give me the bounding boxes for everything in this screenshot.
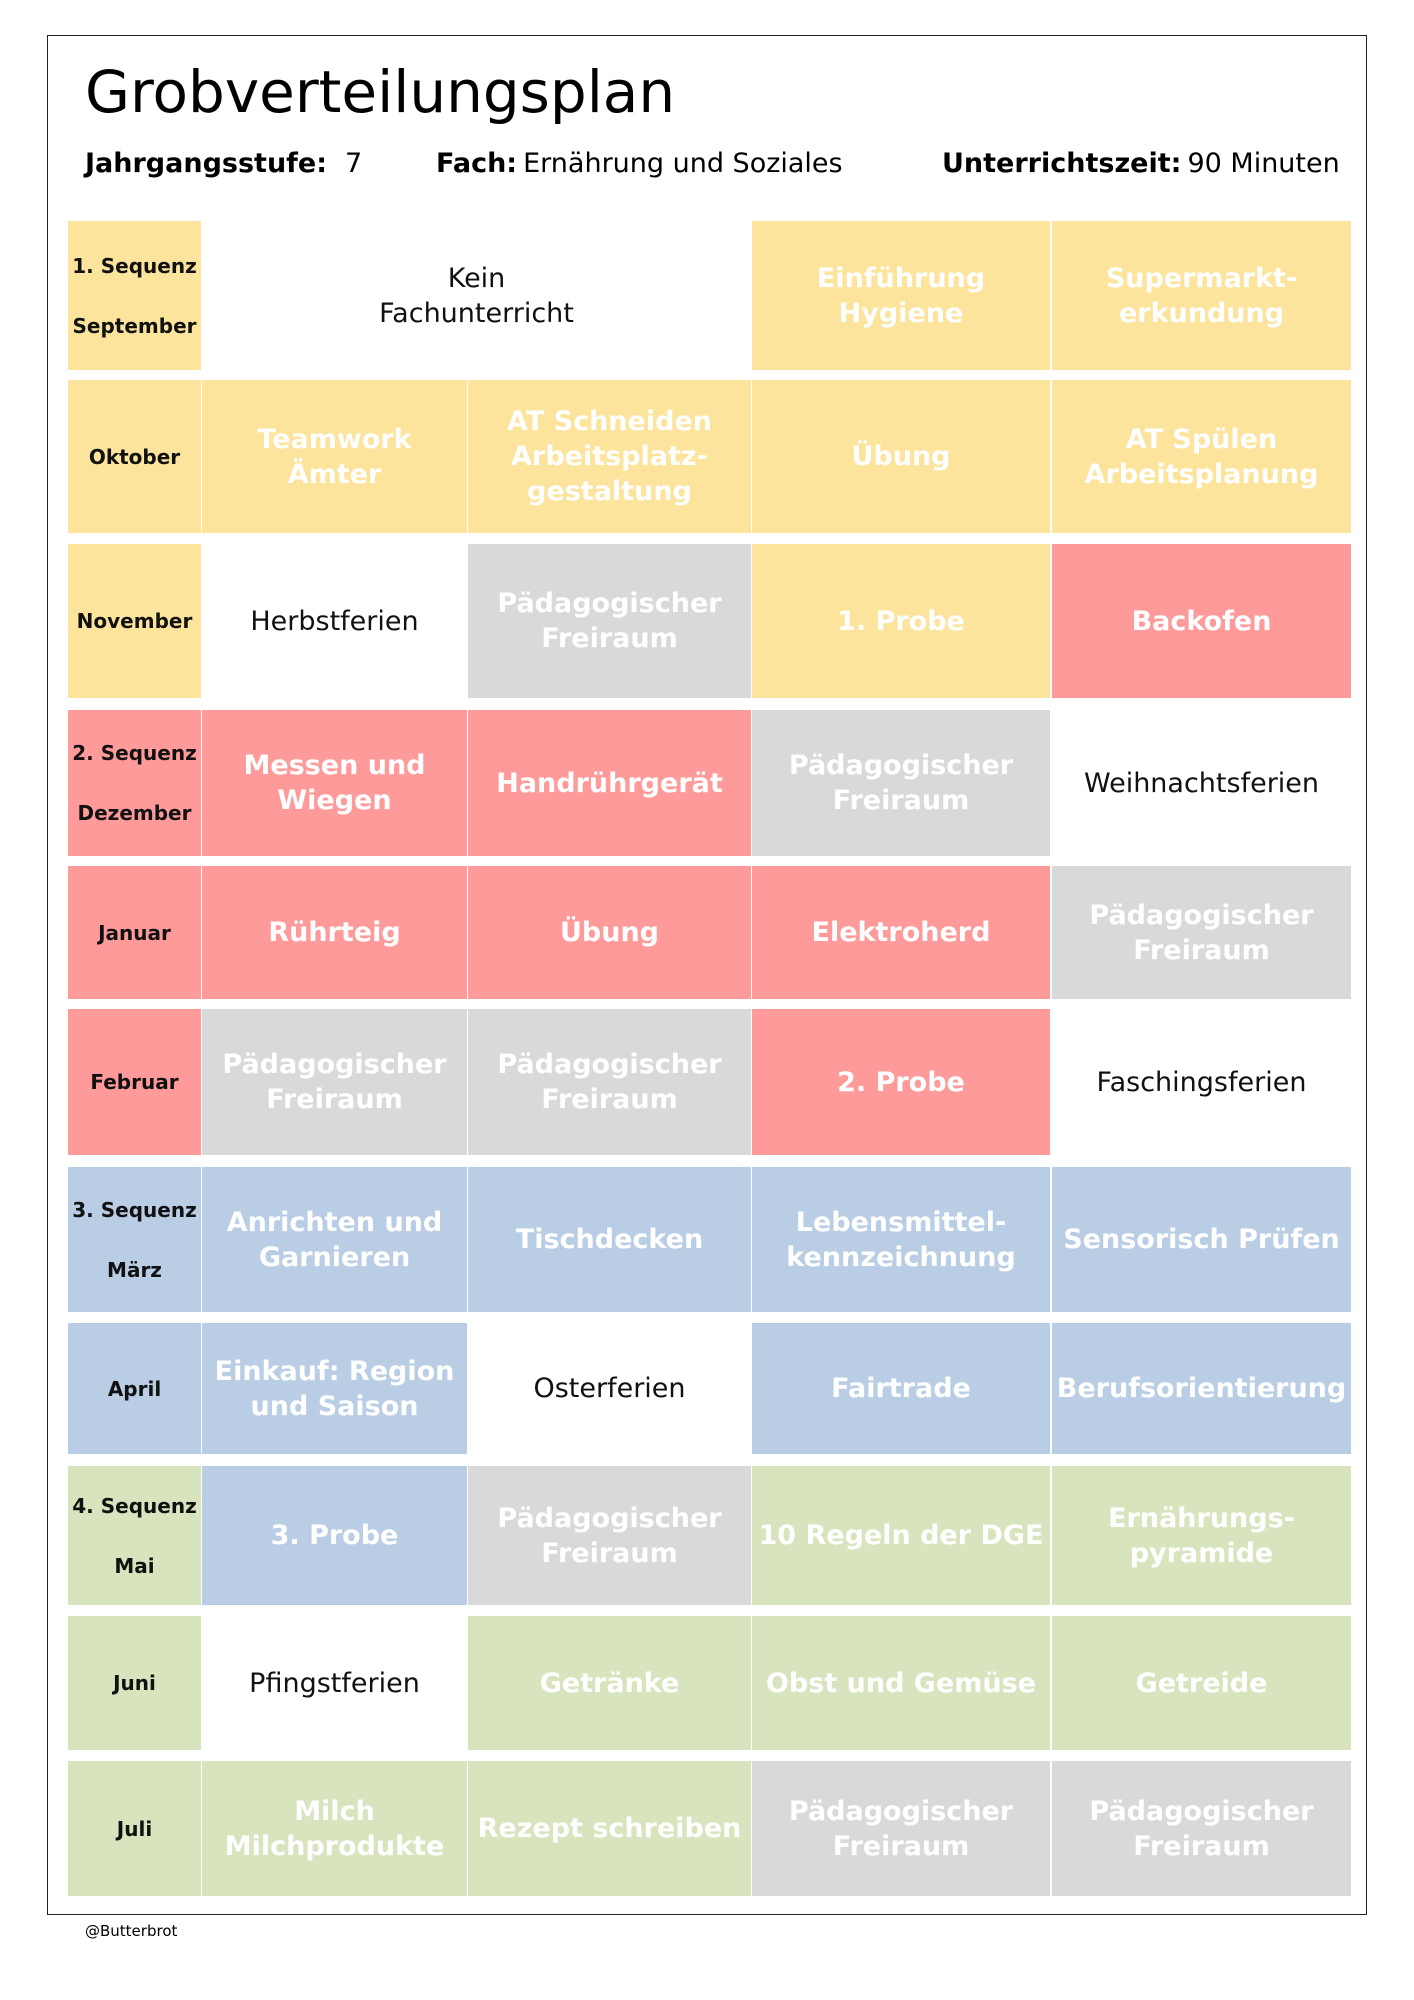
month: Januar	[98, 920, 171, 945]
info-field: Fach: Ernährung und Soziales	[436, 148, 843, 179]
plan-cell: Ernährungs- pyramide	[1052, 1466, 1351, 1605]
plan-cell: Weihnachtsferien	[1052, 710, 1351, 856]
frame	[47, 35, 1367, 1915]
plan-cell: Tischdecken	[468, 1167, 751, 1312]
plan-cell: Backofen	[1052, 544, 1351, 698]
row-label: 4. Sequenz Mai	[68, 1466, 201, 1605]
plan-cell: Berufsorientierung	[1052, 1323, 1351, 1454]
plan-cell: 2. Probe	[752, 1009, 1050, 1155]
plan-cell: Pädagogischer Freiraum	[202, 1009, 467, 1155]
sequence: 3. Sequenz	[72, 1197, 197, 1222]
row-label: 2. Sequenz Dezember	[68, 710, 201, 856]
row-label: Juli	[68, 1761, 201, 1896]
plan-cell: Pädagogischer Freiraum	[468, 1466, 751, 1605]
plan-cell: Teamwork Ämter	[202, 380, 467, 533]
plan-cell: Einführung Hygiene	[752, 221, 1050, 370]
month: Juli	[116, 1816, 153, 1841]
plan-cell: Faschingsferien	[1052, 1009, 1351, 1155]
sequence: 1. Sequenz	[72, 253, 197, 278]
sequence: 4. Sequenz	[72, 1493, 197, 1518]
row-label: November	[68, 544, 201, 698]
info-label: Unterrichtszeit:	[942, 148, 1182, 179]
plan-cell: Übung	[468, 866, 751, 999]
plan-cell: Herbstferien	[202, 544, 467, 698]
plan-cell: Rührteig	[202, 866, 467, 999]
month: April	[107, 1376, 162, 1401]
row-label: April	[68, 1323, 201, 1454]
plan-cell: Messen und Wiegen	[202, 710, 467, 856]
plan-cell: Übung	[752, 380, 1050, 533]
row-label: Januar	[68, 866, 201, 999]
plan-cell: Fairtrade	[752, 1323, 1050, 1454]
plan-cell: 3. Probe	[202, 1466, 467, 1605]
info-value: 7	[345, 148, 363, 179]
sequence: 2. Sequenz	[72, 741, 197, 765]
plan-cell: Pfingstferien	[202, 1616, 467, 1750]
plan-cell: Supermarkt- erkundung	[1052, 221, 1351, 370]
plan-cell: Osterferien	[468, 1323, 751, 1454]
month: Oktober	[88, 444, 181, 469]
month: September	[72, 313, 197, 338]
plan-cell: Pädagogischer Freiraum	[752, 1761, 1050, 1896]
month: Februar	[90, 1070, 179, 1094]
row-label: 1. Sequenz September	[68, 221, 201, 370]
plan-cell: Kein Fachunterricht	[202, 221, 751, 370]
footer: @Butterbrot	[85, 1922, 178, 1940]
plan-cell: AT Spülen Arbeitsplanung	[1052, 380, 1351, 533]
row-label: 3. Sequenz März	[68, 1167, 201, 1312]
title: Grobverteilungsplan	[85, 58, 676, 126]
month: November	[76, 609, 193, 633]
info-field: Jahrgangsstufe: 7	[85, 148, 362, 179]
plan-cell: Obst und Gemüse	[752, 1616, 1050, 1750]
month: Juni	[113, 1671, 156, 1695]
plan-cell: Einkauf: Region und Saison	[202, 1323, 467, 1454]
plan-cell: Sensorisch Prüfen	[1052, 1167, 1351, 1312]
month: März	[107, 1257, 162, 1282]
plan-cell: Pädagogischer Freiraum	[1052, 866, 1351, 999]
plan-cell: Anrichten und Garnieren	[202, 1167, 467, 1312]
row-label: Oktober	[68, 380, 201, 533]
plan-cell: 10 Regeln der DGE	[752, 1466, 1050, 1605]
row-label: Juni	[68, 1616, 201, 1750]
info-label: Jahrgangsstufe:	[85, 148, 328, 179]
row-label: Februar	[68, 1009, 201, 1155]
plan-cell: Handrührgerät	[468, 710, 751, 856]
month: Dezember	[77, 801, 192, 825]
plan-cell: Getreide	[1052, 1616, 1351, 1750]
info-value: 90 Minuten	[1187, 148, 1340, 179]
plan-cell: Pädagogischer Freiraum	[468, 1009, 751, 1155]
month: Mai	[114, 1553, 155, 1578]
plan-cell: AT Schneiden Arbeitsplatz- gestaltung	[468, 380, 751, 533]
plan-cell: Getränke	[468, 1616, 751, 1750]
plan-cell: Pädagogischer Freiraum	[1052, 1761, 1351, 1896]
plan-cell: 1. Probe	[752, 544, 1050, 698]
plan-cell: Rezept schreiben	[468, 1761, 751, 1896]
plan-cell: Milch Milchprodukte	[202, 1761, 467, 1896]
plan-cell: Elektroherd	[752, 866, 1050, 999]
info-label: Fach:	[436, 148, 518, 179]
plan-cell: Pädagogischer Freiraum	[468, 544, 751, 698]
plan-cell: Lebensmittel- kennzeichnung	[752, 1167, 1050, 1312]
plan-cell: Pädagogischer Freiraum	[752, 710, 1050, 856]
info-field: Unterrichtszeit: 90 Minuten	[942, 148, 1340, 179]
info-value: Ernährung und Soziales	[523, 148, 843, 179]
